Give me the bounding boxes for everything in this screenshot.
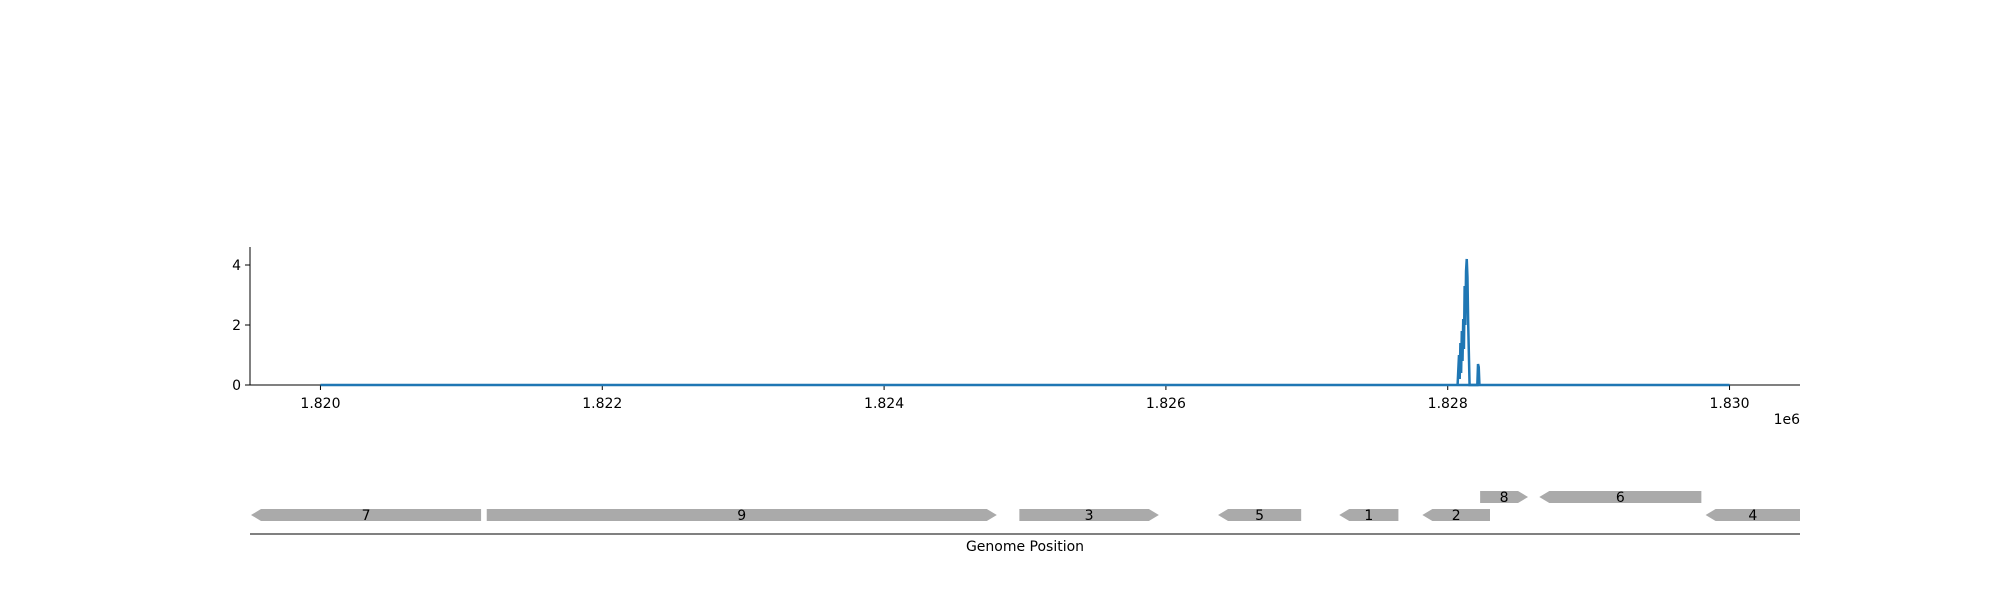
y-tick-label: 4 bbox=[232, 258, 241, 274]
gene-arrows: 7 9 3 5 1 2 8 6 4 bbox=[251, 490, 1800, 524]
gene-label-3: 3 bbox=[1085, 508, 1094, 524]
gene-label-4: 4 bbox=[1748, 508, 1757, 524]
x-tick-label: 1.830 bbox=[1709, 396, 1749, 412]
x-tick-label: 1.822 bbox=[582, 396, 622, 412]
y-tick-label: 0 bbox=[232, 378, 241, 394]
x-tick-label: 1.826 bbox=[1146, 396, 1186, 412]
gene-label-6: 6 bbox=[1616, 490, 1625, 506]
gene-arrow-3 bbox=[1019, 509, 1159, 521]
coverage-plot: 0 2 4 1.820 1.822 1.824 1.826 1.828 1.830 1e6 bbox=[232, 247, 1800, 428]
gene-label-9: 9 bbox=[737, 508, 746, 524]
y-ticks: 0 2 4 bbox=[232, 258, 250, 394]
x-axis-title: Genome Position bbox=[966, 539, 1084, 555]
gene-arrow-4 bbox=[1705, 509, 1800, 521]
gene-arrow-9 bbox=[486, 509, 997, 521]
x-tick-label: 1.824 bbox=[864, 396, 904, 412]
gene-label-5: 5 bbox=[1255, 508, 1264, 524]
gene-arrow-8 bbox=[1480, 491, 1529, 503]
gene-arrow-7 bbox=[251, 509, 482, 521]
gene-arrow-2 bbox=[1422, 509, 1490, 521]
gene-label-8: 8 bbox=[1500, 490, 1509, 506]
gene-arrow-5 bbox=[1218, 509, 1302, 521]
x-tick-label: 1.828 bbox=[1428, 396, 1468, 412]
coverage-series-line bbox=[1456, 258, 1481, 387]
x-offset-label: 1e6 bbox=[1774, 412, 1801, 428]
gene-arrow-1 bbox=[1339, 509, 1399, 521]
gene-arrow-6 bbox=[1539, 491, 1702, 503]
gene-label-1: 1 bbox=[1364, 508, 1373, 524]
x-tick-label: 1.820 bbox=[300, 396, 340, 412]
x-ticks: 1.820 1.822 1.824 1.826 1.828 1.830 bbox=[300, 385, 1750, 412]
y-tick-label: 2 bbox=[232, 318, 241, 334]
gene-track: 7 9 3 5 1 2 8 6 4 Genome Position bbox=[250, 490, 1800, 555]
gene-label-7: 7 bbox=[362, 508, 371, 524]
gene-label-2: 2 bbox=[1452, 508, 1461, 524]
